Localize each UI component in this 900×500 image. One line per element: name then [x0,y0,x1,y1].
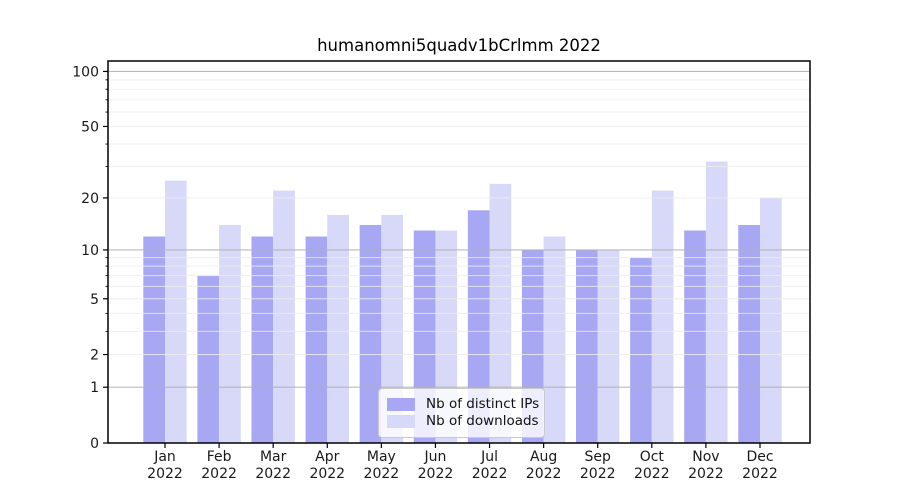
legend-item-distinct-ips: Nb of distinct IPs [387,395,540,412]
bar-distinct-ips-apr [305,236,328,443]
bar-downloads-feb [219,224,241,443]
x-tick-label: Apr 2022 [309,449,345,482]
x-tick-label: Jan 2022 [147,449,183,482]
bar-distinct-ips-sep [576,249,598,443]
bar-downloads-dec [759,197,782,443]
legend-label-distinct-ips: Nb of distinct IPs [426,395,540,412]
bar-distinct-ips-feb [197,275,220,443]
y-tick-label: 1 [90,380,99,396]
y-tick-label: 100 [72,64,99,80]
x-tick-label: Oct 2022 [634,449,670,482]
y-tick-label: 10 [81,243,99,259]
bar-distinct-ips-nov [684,230,706,443]
bar-downloads-oct [651,190,674,443]
x-tick-label: Aug 2022 [526,449,562,482]
x-tick-label: Sep 2022 [580,449,616,482]
bar-distinct-ips-jul [467,210,490,443]
legend-item-downloads: Nb of downloads [387,413,539,429]
bar-distinct-ips-jan [143,236,165,443]
bar-downloads-apr [327,214,349,443]
x-tick-label: Feb 2022 [201,449,237,482]
y-tick-label: 2 [90,348,99,364]
x-tick-label: Mar 2022 [255,449,291,482]
bar-downloads-sep [597,249,620,443]
axes-frame [107,60,811,444]
bar-downloads-nov [705,161,728,443]
bar-distinct-ips-may [359,224,382,443]
bar-distinct-ips-oct [630,257,652,443]
y-tick-label: 5 [90,292,99,308]
x-tick-label: Nov 2022 [688,449,724,482]
bar-downloads-mar [273,190,295,443]
bar-downloads-jan [165,180,187,443]
bar-distinct-ips-mar [251,236,274,443]
legend-swatch-distinct-ips-icon [387,397,415,411]
bar-downloads-may [381,214,404,443]
x-tick-label: Jun 2022 [418,449,454,482]
y-tick-label: 0 [90,436,99,452]
chart-title: humanomni5quadv1bCrlmm 2022 [317,36,601,55]
bar-distinct-ips-dec [738,224,760,443]
x-tick-label: Dec 2022 [742,449,778,482]
legend: Nb of distinct IPs Nb of downloads [378,388,545,438]
x-tick-label: Jul 2022 [472,449,508,482]
x-tick-label: May 2022 [364,449,400,482]
legend-label-downloads: Nb of downloads [426,413,539,429]
bar-downloads-aug [543,236,566,443]
legend-swatch-downloads-icon [387,415,415,429]
y-tick-label: 50 [81,119,99,135]
y-tick-label: 20 [81,191,99,207]
